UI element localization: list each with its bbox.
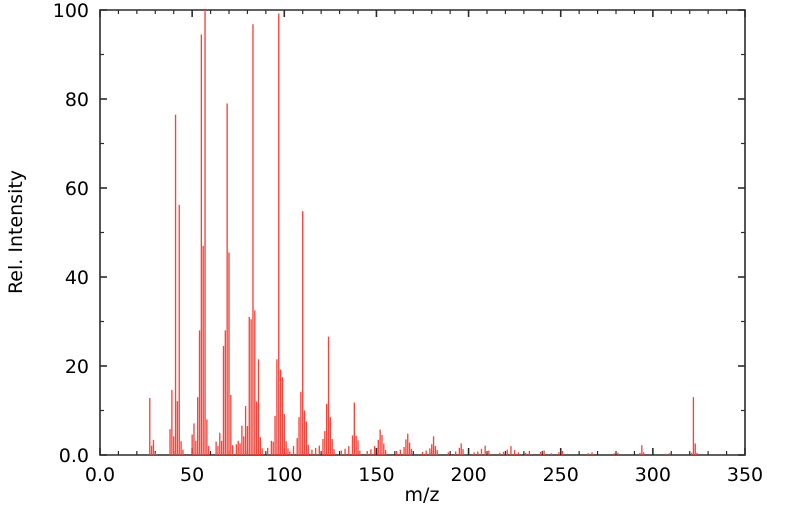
x-axis-ticks xyxy=(99,10,746,455)
x-tick-label: 200 xyxy=(450,464,486,486)
x-axis-title: m/z xyxy=(405,484,440,506)
y-tick-label: 20 xyxy=(65,356,89,378)
axes-box xyxy=(99,9,746,456)
y-tick-label: 40 xyxy=(65,267,89,289)
x-axis-tick-labels: 0.0 50 100 150 200 250 300 350 xyxy=(85,464,763,486)
x-tick-label: 100 xyxy=(266,464,302,486)
spectrum-peaks xyxy=(149,10,698,455)
axes-frame xyxy=(99,9,746,456)
x-tick-label: 300 xyxy=(635,464,671,486)
y-tick-label: 0.0 xyxy=(59,445,89,467)
y-axis-tick-labels: 0.0 20 40 60 80 100 xyxy=(53,0,89,467)
x-tick-label: 150 xyxy=(358,464,394,486)
x-tick-label: 250 xyxy=(543,464,579,486)
y-tick-label: 80 xyxy=(65,89,89,111)
x-tick-label: 0.0 xyxy=(85,464,115,486)
x-tick-label: 350 xyxy=(727,464,763,486)
y-axis-title: Rel. Intensity xyxy=(5,170,27,294)
y-tick-label: 100 xyxy=(53,0,89,22)
y-axis-ticks xyxy=(100,9,745,456)
x-tick-label: 50 xyxy=(180,464,204,486)
y-tick-label: 60 xyxy=(65,178,89,200)
